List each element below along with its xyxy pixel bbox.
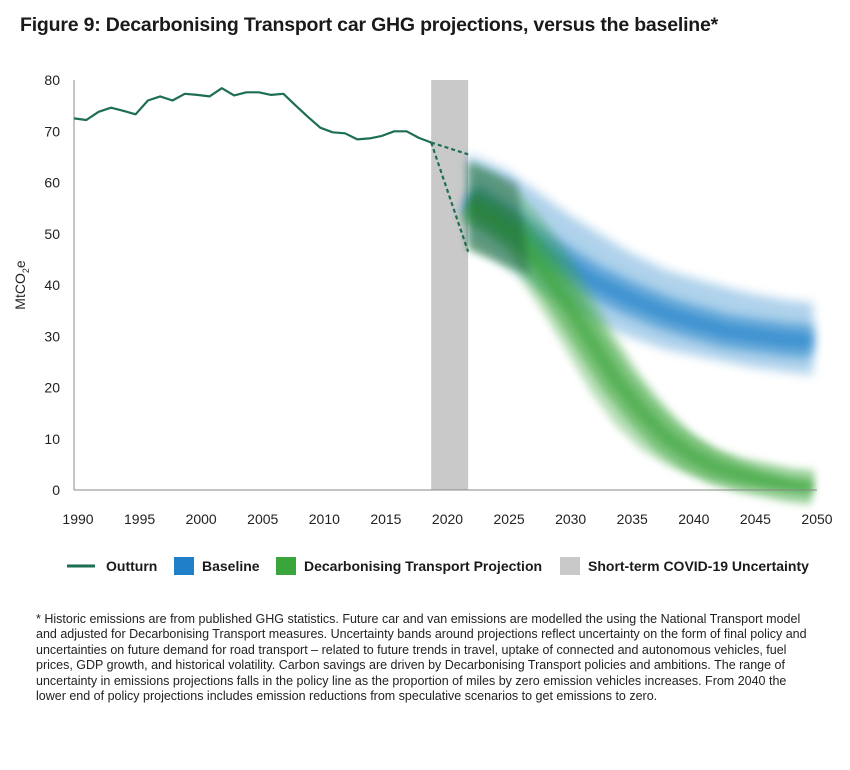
y-tick-label: 80 <box>44 72 60 88</box>
legend-swatch <box>560 557 580 575</box>
x-tick-label: 2040 <box>678 511 709 527</box>
x-tick-label: 1995 <box>124 511 155 527</box>
legend-label: Decarbonising Transport Projection <box>304 558 542 574</box>
outturn-dashed-lower <box>430 142 470 253</box>
x-tick-label: 2000 <box>186 511 217 527</box>
legend-label: Baseline <box>202 558 260 574</box>
x-tick-label: 2050 <box>801 511 832 527</box>
legend-item-covid: Short-term COVID-19 Uncertainty <box>560 557 809 575</box>
legend-item-decarbonising: Decarbonising Transport Projection <box>276 557 542 575</box>
legend-swatch <box>276 557 296 575</box>
x-tick-label: 2010 <box>309 511 340 527</box>
y-tick-label: 20 <box>44 380 60 396</box>
legend-swatch <box>174 557 194 575</box>
y-tick-label: 70 <box>44 123 60 139</box>
x-tick-label: 2020 <box>432 511 463 527</box>
x-tick-label: 2045 <box>740 511 771 527</box>
y-axis-title: MtCO2e <box>12 260 31 310</box>
y-tick-label: 0 <box>52 482 60 498</box>
x-tick-label: 2015 <box>370 511 401 527</box>
y-tick-label: 50 <box>44 226 60 242</box>
y-tick-label: 10 <box>44 431 60 447</box>
y-tick-label: 60 <box>44 175 60 191</box>
outturn-line <box>73 87 432 144</box>
y-tick-label: 40 <box>44 277 60 293</box>
x-tick-label: 2030 <box>555 511 586 527</box>
projection-overlap-shade <box>468 162 530 275</box>
legend: Outturn Baseline Decarbonising Transport P… <box>67 557 809 575</box>
x-tick-label: 2035 <box>617 511 648 527</box>
x-tick-label: 2005 <box>247 511 278 527</box>
covid-uncertainty-bar <box>431 80 469 490</box>
y-tick-label: 30 <box>44 328 60 344</box>
footnote: * Historic emissions are from published … <box>36 612 807 704</box>
figure-title: Figure 9: Decarbonising Transport car GH… <box>20 14 719 36</box>
decarbonising-band-outer <box>468 162 813 490</box>
legend-label: Short-term COVID-19 Uncertainty <box>588 558 809 574</box>
svg-text:MtCO2e: MtCO2e <box>12 260 31 310</box>
x-tick-label: 2025 <box>494 511 525 527</box>
legend-item-baseline: Baseline <box>174 557 260 575</box>
legend-item-outturn: Outturn <box>67 558 157 574</box>
legend-label: Outturn <box>106 558 157 574</box>
x-tick-label: 1990 <box>62 511 93 527</box>
